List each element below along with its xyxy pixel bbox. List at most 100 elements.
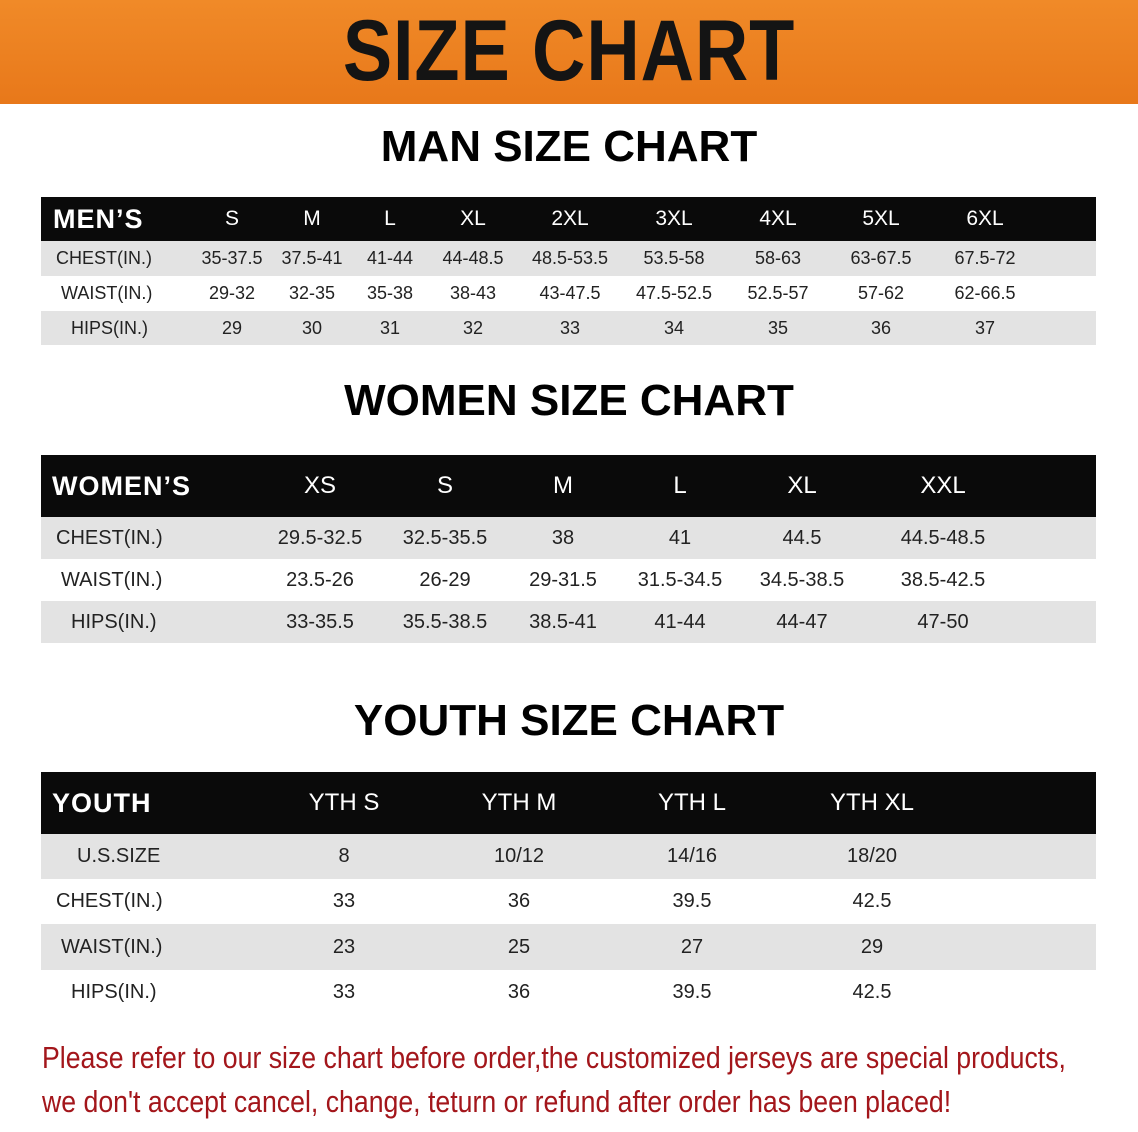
row-label: MEN’S: [53, 203, 144, 234]
table-cell: 53.5-58: [643, 248, 705, 268]
table-cell: 14/16: [666, 845, 718, 867]
table-cell: 52.5-57: [747, 283, 809, 303]
table-cell: 42.5: [852, 981, 892, 1003]
table-cell: 57-62: [857, 283, 905, 303]
table-cell: 39.5: [672, 890, 712, 912]
table-cell: 32.5-35.5: [402, 526, 488, 549]
table-cell: 10/12: [493, 845, 545, 867]
table-row: WAIST(IN.) 29-32 32-35 35-38 38-43 43-47.5 47.…: [41, 276, 1096, 311]
table-cell: 32: [462, 317, 484, 338]
notice-line-2: we don't accept cancel, change, teturn o…: [42, 1084, 952, 1119]
table-cell: 33: [332, 890, 356, 912]
table-cell: 30: [301, 317, 323, 338]
table-cell: 35: [767, 317, 789, 338]
table-cell: 18/20: [846, 845, 898, 867]
women-section-title: WOMEN SIZE CHART: [344, 376, 794, 425]
banner-title: SIZE CHART: [342, 3, 796, 99]
row-label: CHEST(IN.): [56, 890, 163, 912]
table-cell: 63-67.5: [850, 248, 912, 268]
size-header: XS: [303, 472, 337, 499]
table-cell: 35.5-38.5: [402, 610, 488, 633]
size-header: 6XL: [966, 207, 1004, 230]
table-cell: 39.5: [672, 981, 712, 1003]
table-cell: 35-37.5: [201, 248, 263, 268]
table-cell: 29: [860, 935, 884, 958]
table-cell: 41-44: [654, 610, 706, 633]
table-cell: 33: [332, 981, 356, 1003]
table-cell: 38.5-42.5: [900, 568, 986, 591]
row-label: U.S.SIZE: [77, 845, 161, 867]
row-label: YOUTH: [52, 787, 152, 818]
table-cell: 29: [221, 317, 243, 338]
table-row: WAIST(IN.) 23 25 27 29: [41, 924, 1096, 970]
notice-line-1: Please refer to our size chart before or…: [42, 1040, 1066, 1075]
table-row: CHEST(IN.) 35-37.5 37.5-41 41-44 44-48.5 48.5…: [41, 241, 1096, 276]
table-cell: 37.5-41: [281, 248, 343, 268]
table-cell: 29-32: [208, 283, 256, 303]
table-cell: 23: [332, 935, 356, 958]
table-cell: 33-35.5: [286, 610, 354, 633]
size-header: 2XL: [551, 207, 589, 230]
size-header: L: [384, 207, 396, 230]
table-cell: 47.5-52.5: [635, 283, 713, 303]
header-row: MEN’S S M L XL 2XL 3XL 4XL 5XL 6XL: [41, 197, 1096, 241]
table-cell: 33: [559, 317, 581, 338]
row-label: HIPS(IN.): [71, 610, 157, 633]
table-cell: 44.5: [782, 526, 822, 549]
row-label: WOMEN’S: [52, 470, 191, 501]
row-label: CHEST(IN.): [56, 526, 163, 549]
size-header: S: [224, 207, 240, 230]
size-header: YTH XL: [829, 789, 915, 816]
table-row: HIPS(IN.) 29 30 31 32 33 34 35 36 37: [41, 311, 1096, 345]
order-notice: Please refer to our size chart before or…: [42, 1036, 1126, 1124]
table-cell: 44.5-48.5: [900, 526, 986, 549]
table-cell: 34.5-38.5: [759, 568, 845, 591]
youth-size-table: YOUTH YTH S YTH M YTH L YTH XL U.S.SIZE 8 10/12…: [41, 772, 1096, 1015]
table-cell: 23.5-26: [286, 568, 354, 591]
table-cell: 47-50: [917, 610, 969, 633]
table-cell: 43-47.5: [539, 283, 601, 303]
table-cell: 29.5-32.5: [277, 526, 363, 549]
table-cell: 41: [668, 526, 692, 549]
size-header: XL: [787, 472, 817, 499]
table-row: CHEST(IN.) 29.5-32.5 32.5-35.5 38 41 44.5 44.5…: [41, 517, 1096, 559]
table-cell: 38.5-41: [529, 610, 597, 633]
table-row: HIPS(IN.) 33 36 39.5 42.5: [41, 970, 1096, 1015]
size-header: YTH S: [308, 789, 380, 816]
table-row: WAIST(IN.) 23.5-26 26-29 29-31.5 31.5-34.5 34…: [41, 559, 1096, 601]
table-row: HIPS(IN.) 33-35.5 35.5-38.5 38.5-41 41-44 44-…: [41, 601, 1096, 643]
youth-section-title: YOUTH SIZE CHART: [353, 696, 785, 745]
men-size-table: MEN’S S M L XL 2XL 3XL 4XL 5XL 6XL CHEST(IN.) 35-37…: [41, 197, 1096, 345]
size-header: YTH L: [657, 789, 727, 816]
size-header: M: [553, 472, 573, 499]
table-cell: 38-43: [449, 283, 497, 303]
table-cell: 25: [507, 935, 531, 958]
header-row: WOMEN’S XS S M L XL XXL: [41, 455, 1096, 517]
size-header: 5XL: [862, 207, 900, 230]
table-cell: 36: [507, 981, 531, 1003]
table-cell: 35-38: [366, 283, 414, 303]
table-cell: 31.5-34.5: [637, 568, 723, 591]
table-cell: 36: [507, 890, 531, 912]
table-cell: 36: [870, 317, 892, 338]
table-row: U.S.SIZE 8 10/12 14/16 18/20: [41, 834, 1096, 879]
table-cell: 41-44: [366, 248, 414, 268]
size-header: XXL: [920, 472, 966, 499]
table-cell: 38: [551, 526, 575, 549]
table-cell: 29-31.5: [529, 568, 597, 591]
row-label: HIPS(IN.): [71, 981, 157, 1003]
table-cell: 44-47: [776, 610, 828, 633]
row-label: WAIST(IN.): [61, 935, 163, 958]
table-cell: 42.5: [852, 890, 892, 912]
table-cell: 31: [379, 317, 401, 338]
table-cell: 32-35: [288, 283, 336, 303]
size-header: L: [673, 472, 687, 499]
size-header: XL: [460, 207, 486, 230]
women-size-table: WOMEN’S XS S M L XL XXL CHEST(IN.) 29.5-32.5 32.5…: [41, 455, 1096, 643]
size-header: M: [303, 207, 321, 230]
row-label: WAIST(IN.): [61, 568, 163, 591]
table-cell: 58-63: [754, 248, 802, 268]
size-header: YTH M: [481, 789, 557, 816]
size-header: 4XL: [759, 207, 797, 230]
row-label: HIPS(IN.): [71, 317, 149, 338]
